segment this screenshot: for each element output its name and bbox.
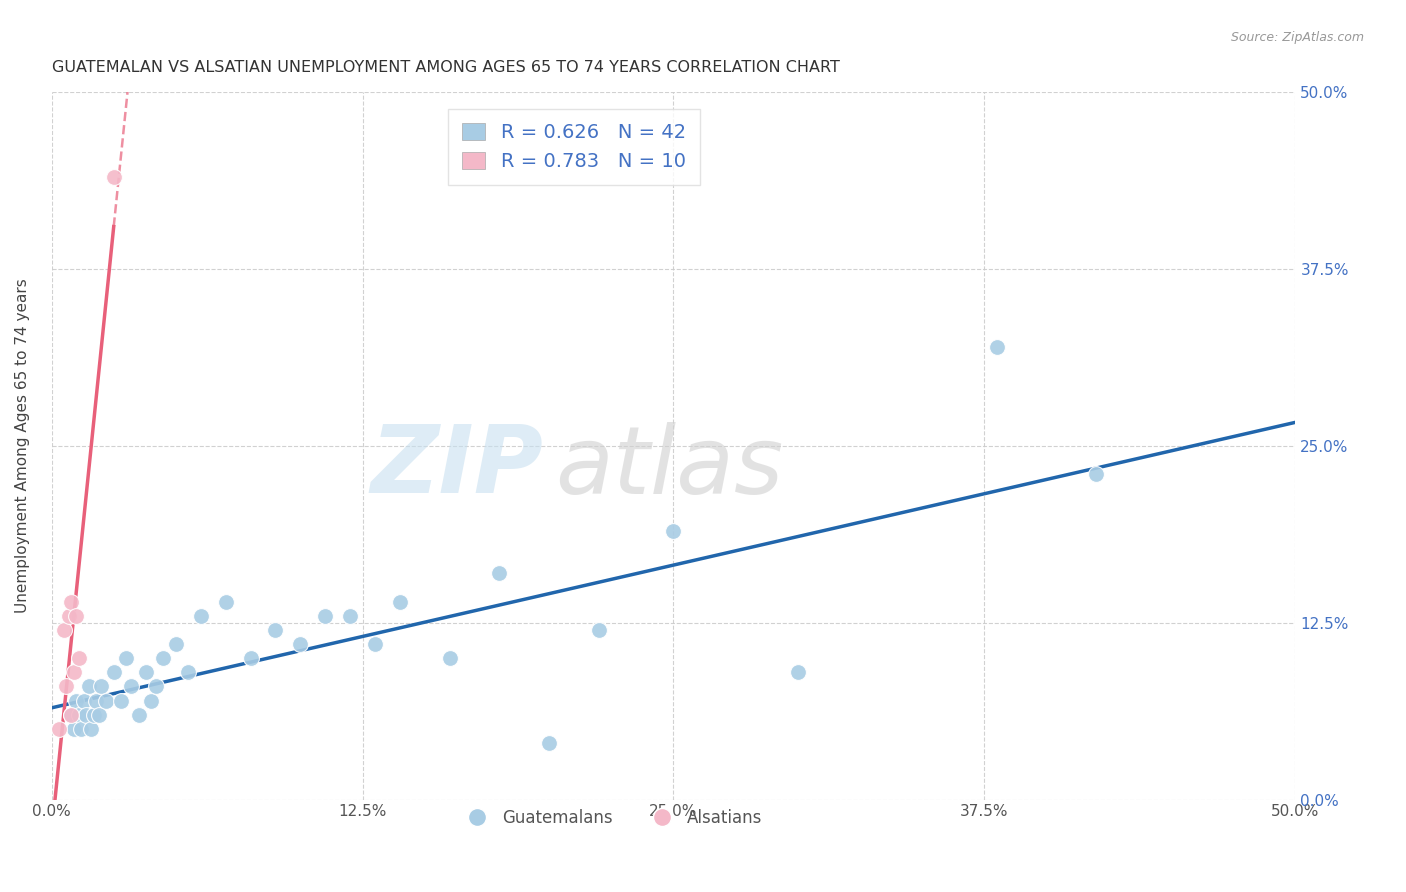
Point [77,679,100,693]
Point [177,665,200,680]
Point [70,722,93,736]
Point [67,651,90,665]
Point [90,679,112,693]
Point [339,608,361,623]
Point [488,566,510,581]
Point [65,693,87,707]
Point [67,707,90,722]
Point [786,665,808,680]
Point [83,707,105,722]
Point [139,693,162,707]
Point [1085,467,1108,482]
Point [84,693,107,707]
Point [73,693,96,707]
Point [103,170,125,185]
Y-axis label: Unemployment Among Ages 65 to 74 years: Unemployment Among Ages 65 to 74 years [15,278,30,614]
Point [115,651,138,665]
Point [128,707,150,722]
Point [87,707,110,722]
Point [135,665,157,680]
Point [239,651,262,665]
Point [145,679,167,693]
Text: atlas: atlas [555,422,783,513]
Point [48,722,70,736]
Point [588,623,610,637]
Point [63,722,86,736]
Point [165,637,187,651]
Point [63,665,86,680]
Point [152,651,174,665]
Point [314,608,336,623]
Point [60,707,83,722]
Text: Source: ZipAtlas.com: Source: ZipAtlas.com [1230,31,1364,45]
Point [75,707,97,722]
Point [60,707,83,722]
Point [80,722,103,736]
Point [60,594,83,608]
Point [986,340,1008,354]
Point [52,623,75,637]
Text: GUATEMALAN VS ALSATIAN UNEMPLOYMENT AMONG AGES 65 TO 74 YEARS CORRELATION CHART: GUATEMALAN VS ALSATIAN UNEMPLOYMENT AMON… [52,60,839,75]
Point [55,679,77,693]
Point [538,736,561,750]
Text: ZIP: ZIP [370,421,543,513]
Point [439,651,461,665]
Point [58,608,80,623]
Point [662,524,685,538]
Point [96,693,118,707]
Point [215,594,238,608]
Point [120,679,142,693]
Point [264,623,287,637]
Point [110,693,132,707]
Point [103,665,125,680]
Point [65,608,87,623]
Point [364,637,387,651]
Point [290,637,312,651]
Legend: Guatemalans, Alsatians: Guatemalans, Alsatians [453,802,769,834]
Point [388,594,411,608]
Point [190,608,212,623]
